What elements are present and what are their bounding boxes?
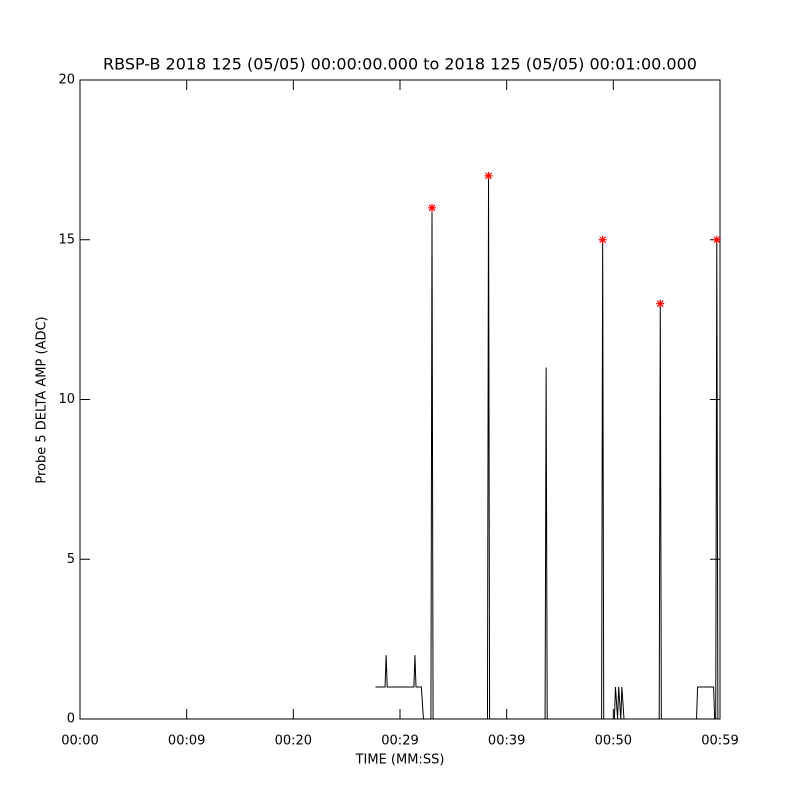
chart-title: RBSP-B 2018 125 (05/05) 00:00:00.000 to … (103, 55, 697, 74)
x-tick-label: 00:39 (488, 734, 525, 749)
x-tick-label: 00:50 (595, 734, 632, 749)
y-tick-label: 15 (58, 232, 75, 247)
y-tick-label: 10 (58, 392, 75, 407)
peak-marker (428, 203, 436, 212)
y-axis-label: Probe 5 DELTA AMP (ADC) (35, 316, 50, 483)
x-tick-label: 00:20 (275, 734, 312, 749)
y-tick-label: 0 (67, 712, 75, 727)
x-tick-label: 00:59 (701, 734, 738, 749)
y-tick-label: 5 (67, 552, 75, 567)
x-axis-label: TIME (MM:SS) (355, 753, 445, 768)
peak-marker (656, 299, 665, 308)
y-tick-label: 20 (58, 73, 75, 88)
plot-frame (79, 79, 721, 720)
peak-marker (598, 235, 607, 244)
peak-marker (712, 235, 721, 244)
peak-marker (484, 171, 493, 180)
x-tick-label: 00:00 (61, 734, 98, 749)
x-tick-label: 00:29 (381, 734, 418, 749)
x-tick-label: 00:09 (168, 734, 205, 749)
data-line (375, 175, 719, 720)
